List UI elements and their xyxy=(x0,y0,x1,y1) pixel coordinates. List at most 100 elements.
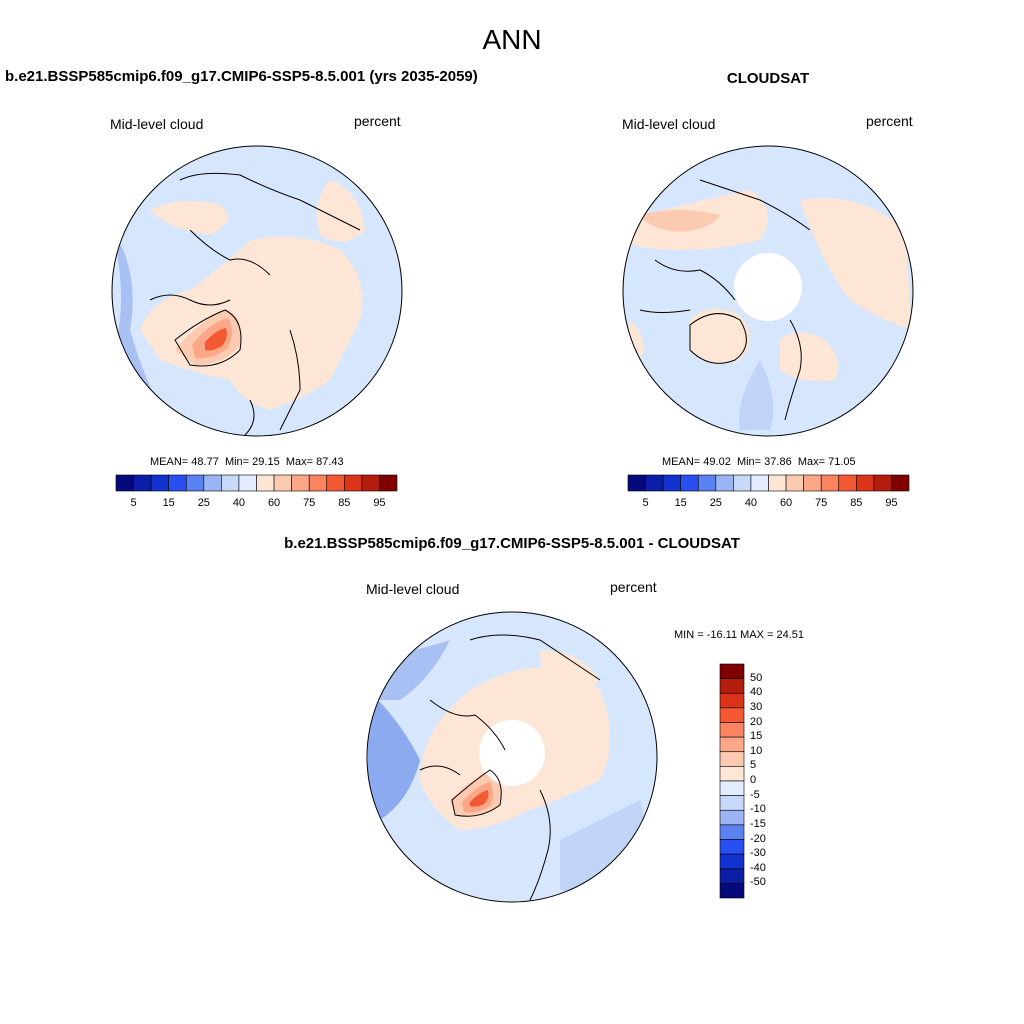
model-colorbar-tick-label: 60 xyxy=(267,497,281,509)
diff-variable-label: Mid-level cloud xyxy=(366,581,460,597)
diff-colorbar-tick-label: -50 xyxy=(750,876,766,889)
diff-colorbar-tick-label: 10 xyxy=(750,744,763,757)
model-panel-title: b.e21.BSSP585cmip6.f09_g17.CMIP6-SSP5-8.… xyxy=(5,68,478,85)
diff-colorbar-swatch xyxy=(719,883,745,899)
model-colorbar-swatch xyxy=(238,474,257,492)
model-colorbar-swatch xyxy=(361,474,380,492)
obs-colorbar-tick-label: 95 xyxy=(885,497,898,509)
diff-colorbar-swatch xyxy=(719,751,745,767)
diff-colorbar-tick-label: 30 xyxy=(750,700,763,713)
obs-colorbar-tick-label: 40 xyxy=(744,497,758,509)
obs-colorbar-swatch xyxy=(873,474,892,492)
model-colorbar-tick-label: 95 xyxy=(373,497,386,509)
obs-variable-label: Mid-level cloud xyxy=(622,116,716,132)
obs-coastlines xyxy=(639,179,811,421)
model-colorbar-swatch xyxy=(273,474,292,492)
model-colorbar-swatch xyxy=(115,474,134,492)
diff-colorbar-swatch xyxy=(719,766,745,782)
model-greenland-peak xyxy=(205,328,227,351)
obs-greenland-warm xyxy=(690,308,750,364)
diff-colorbar-tick-label: 0 xyxy=(750,774,757,786)
model-colorbar-tick-label: 25 xyxy=(197,497,210,509)
obs-colorbar-swatch xyxy=(680,474,699,492)
obs-colorbar-tick-label: 85 xyxy=(850,497,863,509)
model-colorbar-swatch xyxy=(308,474,328,492)
model-colorbar-tick-label: 85 xyxy=(338,497,351,509)
obs-atlantic-blue xyxy=(739,360,774,430)
diff-colorbar-tick-label: -10 xyxy=(750,803,766,816)
diff-colorbar-swatch xyxy=(719,795,745,811)
diff-colorbar-swatch xyxy=(719,707,745,723)
diff-europe-warm xyxy=(540,650,600,694)
diff-colorbar-tick-label: -40 xyxy=(750,861,766,874)
diff-colorbar-swatch xyxy=(719,736,745,753)
obs-colorbar-swatch xyxy=(627,474,646,492)
obs-missing-pole xyxy=(734,253,802,321)
obs-map xyxy=(622,145,914,437)
model-colorbar-tick-label: 5 xyxy=(130,497,137,509)
model-map xyxy=(111,145,403,437)
obs-scandinavia-warm xyxy=(780,332,839,382)
model-colorbar-tick-label: 40 xyxy=(232,497,246,509)
model-colorbar-swatch xyxy=(256,474,275,492)
obs-colorbar-swatch xyxy=(820,474,840,492)
obs-colorbar-tick-label: 25 xyxy=(709,497,722,509)
diff-colorbar-tick-label: -5 xyxy=(750,788,760,801)
diff-colorbar-swatch xyxy=(719,853,745,870)
diff-pacific-deep-blue xyxy=(368,690,420,820)
diff-colorbar-swatch xyxy=(719,722,745,738)
obs-colorbar-swatch xyxy=(856,474,875,492)
diff-missing-pole xyxy=(479,720,545,786)
model-colorbar-swatch xyxy=(326,474,345,492)
obs-panel-title: CLOUDSAT xyxy=(726,70,810,87)
diff-colorbar-tick-label: 15 xyxy=(750,730,763,743)
obs-colorbar-swatch xyxy=(891,474,910,492)
diff-greenland-peak xyxy=(470,790,489,807)
figure-title: ANN xyxy=(482,24,542,55)
model-units-label: percent xyxy=(354,113,401,129)
obs-colorbar-swatch xyxy=(733,474,752,492)
model-colorbar-swatch xyxy=(291,474,310,492)
diff-coastlines xyxy=(419,634,601,901)
model-colorbar xyxy=(115,474,398,492)
diff-colorbar-swatch xyxy=(719,868,745,884)
model-arctic-warm xyxy=(140,236,363,410)
model-colorbar-tick-label: 15 xyxy=(162,497,175,509)
obs-colorbar-swatch xyxy=(750,474,769,492)
model-siberia-warm xyxy=(150,201,228,235)
obs-colorbar-swatch xyxy=(785,474,804,492)
model-colorbar-swatch xyxy=(379,474,398,492)
obs-colorbar-tick-label: 15 xyxy=(674,497,687,509)
obs-colorbar-tick-label: 60 xyxy=(779,497,793,509)
diff-colorbar-swatch xyxy=(719,692,745,709)
model-colorbar-swatch xyxy=(344,474,363,492)
diff-map xyxy=(366,611,658,903)
diff-colorbar-tick-label: 50 xyxy=(750,671,763,684)
diff-units-label: percent xyxy=(610,579,657,595)
diff-colorbar-swatch xyxy=(719,780,745,796)
model-colorbar-tick-label: 75 xyxy=(303,497,316,509)
diff-panel-title: b.e21.BSSP585cmip6.f09_g17.CMIP6-SSP5-8.… xyxy=(284,535,740,552)
obs-colorbar-swatch xyxy=(662,474,681,492)
model-colorbar-swatch xyxy=(150,474,169,492)
diff-colorbar-tick-label: 20 xyxy=(750,715,763,728)
diff-colorbar-tick-label: 5 xyxy=(750,759,757,772)
model-variable-label: Mid-level cloud xyxy=(110,116,204,132)
diff-colorbar-swatch xyxy=(719,663,745,679)
diff-colorbar-swatch xyxy=(719,839,745,855)
model-stats: MEAN= 48.77 Min= 29.15 Max= 87.43 xyxy=(150,456,344,468)
diff-colorbar-tick-label: 40 xyxy=(750,686,763,699)
obs-map-border xyxy=(622,145,914,437)
model-colorbar-swatch xyxy=(168,474,187,492)
obs-colorbar-swatch xyxy=(803,474,822,492)
obs-colorbar-tick-label: 5 xyxy=(642,497,649,509)
model-colorbar-swatch xyxy=(203,474,222,492)
diff-colorbar-swatch xyxy=(719,809,745,826)
obs-colorbar-swatch xyxy=(715,474,734,492)
obs-units-label: percent xyxy=(866,113,913,129)
model-colorbar-swatch xyxy=(221,474,240,492)
diff-map-border xyxy=(366,611,658,903)
diff-colorbar-tick-label: -30 xyxy=(750,847,766,860)
obs-colorbar-swatch xyxy=(645,474,664,492)
